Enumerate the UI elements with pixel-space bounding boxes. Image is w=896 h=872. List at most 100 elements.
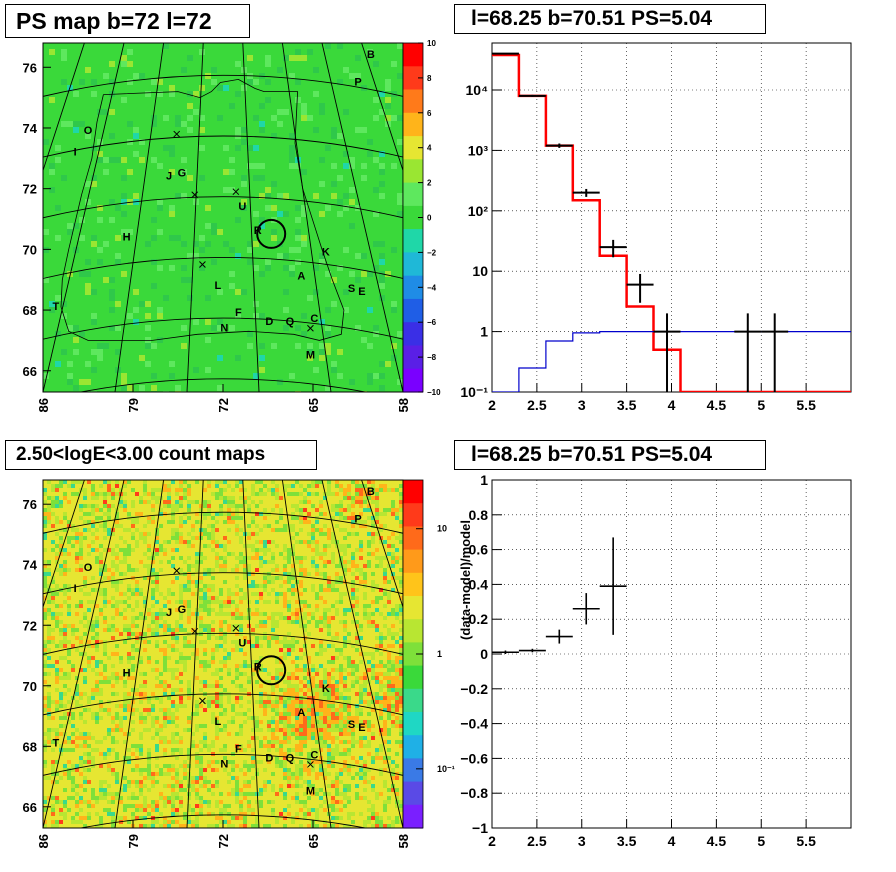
map-pixel: [175, 820, 179, 824]
map-pixel: [399, 484, 403, 488]
map-pixel: [371, 624, 375, 628]
map-pixel: [295, 205, 301, 211]
map-pixel: [111, 572, 115, 576]
map-pixel: [319, 504, 323, 508]
map-pixel: [335, 708, 339, 712]
map-pixel: [391, 504, 395, 508]
map-pixel: [323, 576, 327, 580]
map-pixel: [55, 620, 59, 624]
map-pixel: [87, 752, 91, 756]
y-tick-label: 68: [23, 303, 37, 318]
map-pixel: [347, 492, 351, 496]
map-pixel: [187, 540, 191, 544]
map-pixel: [347, 784, 351, 788]
map-pixel: [223, 812, 227, 816]
graticule-parallel: [43, 753, 403, 776]
map-pixel: [151, 632, 155, 636]
map-pixel: [143, 616, 147, 620]
map-pixel: [199, 536, 203, 540]
map-pixel: [195, 780, 199, 784]
map-pixel: [287, 784, 291, 788]
map-pixel: [335, 748, 339, 752]
map-pixel: [391, 704, 395, 708]
map-pixel: [361, 127, 367, 133]
map-pixel: [51, 512, 55, 516]
map-pixel: [267, 488, 271, 492]
map-pixel: [175, 768, 179, 772]
map-pixel: [199, 504, 203, 508]
map-pixel: [71, 764, 75, 768]
map-pixel: [63, 740, 67, 744]
map-pixel: [315, 788, 319, 792]
map-pixel: [227, 772, 231, 776]
map-pixel: [59, 604, 63, 608]
colorbar: [402, 479, 424, 829]
map-pixel: [291, 544, 295, 548]
map-pixel: [179, 824, 183, 828]
map-pixel: [299, 484, 303, 488]
map-pixel: [71, 796, 75, 800]
map-pixel: [127, 676, 131, 680]
x-tick-label: 3.5: [617, 833, 637, 849]
map-pixel: [259, 720, 263, 724]
map-pixel: [307, 796, 311, 800]
map-pixel: [243, 660, 247, 664]
map-pixel: [43, 616, 47, 620]
map-pixel: [223, 241, 229, 247]
map-pixel: [75, 636, 79, 640]
map-pixel: [203, 740, 207, 744]
map-pixel: [327, 672, 331, 676]
map-pixel: [339, 704, 343, 708]
map-pixel: [243, 640, 247, 644]
map-pixel: [223, 564, 227, 568]
map-pixel: [151, 157, 157, 163]
map-pixel: [391, 644, 395, 648]
map-pixel: [311, 532, 315, 536]
map-pixel: [283, 636, 287, 640]
map-pixel: [171, 804, 175, 808]
map-pixel: [295, 700, 299, 704]
map-pixel: [347, 608, 351, 612]
map-pixel: [303, 488, 307, 492]
map-pixel: [59, 656, 63, 660]
map-pixel: [327, 704, 331, 708]
map-pixel: [99, 556, 103, 560]
source-label: T: [53, 737, 60, 749]
map-pixel: [55, 676, 59, 680]
map-pixel: [175, 576, 179, 580]
map-pixel: [319, 772, 323, 776]
map-pixel: [59, 528, 63, 532]
map-pixel: [155, 640, 159, 644]
map-pixel: [111, 820, 115, 824]
map-pixel: [123, 556, 127, 560]
map-pixel: [223, 648, 227, 652]
map-pixel: [143, 576, 147, 580]
map-pixel: [95, 492, 99, 496]
map-pixel: [379, 277, 385, 283]
map-pixel: [319, 788, 323, 792]
map-pixel: [139, 768, 143, 772]
map-pixel: [107, 656, 111, 660]
map-pixel: [215, 564, 219, 568]
map-pixel: [323, 616, 327, 620]
map-pixel: [331, 804, 335, 808]
map-pixel: [223, 748, 227, 752]
map-pixel: [215, 540, 219, 544]
map-pixel: [163, 688, 167, 692]
x-tick-label: 65: [306, 398, 321, 412]
map-pixel: [287, 812, 291, 816]
map-pixel: [49, 49, 55, 55]
map-pixel: [109, 133, 115, 139]
map-pixel: [319, 512, 323, 516]
map-pixel: [275, 816, 279, 820]
map-pixel: [215, 804, 219, 808]
map-pixel: [99, 484, 103, 488]
map-pixel: [271, 540, 275, 544]
map-pixel: [287, 728, 291, 732]
map-pixel: [359, 736, 363, 740]
map-pixel: [217, 319, 223, 325]
map-pixel: [67, 596, 71, 600]
map-pixel: [111, 596, 115, 600]
map-pixel: [323, 724, 327, 728]
